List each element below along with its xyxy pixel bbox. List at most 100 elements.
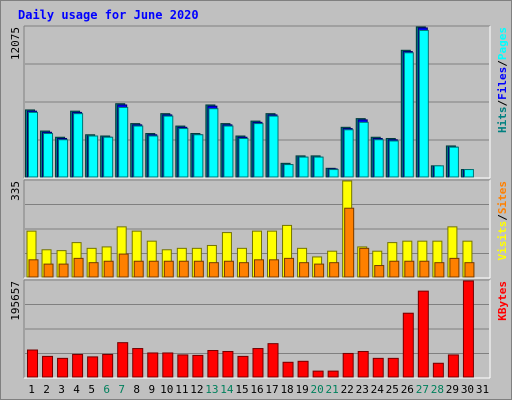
bar-sites-day-28 bbox=[434, 262, 445, 278]
x-tick-label-day-23: 23 bbox=[356, 383, 369, 396]
bar-kbytes-day-15 bbox=[237, 355, 249, 378]
bar-pages-day-22 bbox=[343, 129, 354, 178]
bar-kbytes-day-12 bbox=[192, 354, 204, 378]
bar-pages-day-27 bbox=[418, 29, 429, 178]
x-tick-label-day-13: 13 bbox=[205, 383, 218, 396]
bar-kbytes-day-1 bbox=[27, 349, 38, 378]
legend-visits-sites: Visits/Sites bbox=[496, 181, 509, 261]
bar-pages-day-1 bbox=[28, 111, 38, 178]
legend-entry: Sites bbox=[496, 181, 509, 214]
legend-entry: Hits bbox=[496, 107, 509, 134]
x-tick-label-day-22: 22 bbox=[341, 383, 354, 396]
y-max-label: 195657 bbox=[9, 281, 22, 321]
bar-kbytes-day-22 bbox=[342, 352, 354, 378]
bar-sites-day-20 bbox=[314, 263, 325, 278]
bar-sites-day-15 bbox=[238, 262, 249, 278]
x-tick-label-day-8: 8 bbox=[133, 383, 140, 396]
bar-sites-day-13 bbox=[208, 262, 219, 278]
x-tick-label-day-7: 7 bbox=[118, 383, 125, 396]
legend-entry: Pages bbox=[496, 27, 509, 60]
bar-pages-day-8 bbox=[133, 125, 144, 178]
bar-pages-day-19 bbox=[298, 156, 309, 178]
bar-sites-day-26 bbox=[404, 260, 415, 278]
x-tick-label-day-11: 11 bbox=[175, 383, 188, 396]
bar-pages-day-21 bbox=[328, 169, 339, 178]
bar-pages-day-26 bbox=[403, 52, 414, 178]
bar-sites-day-8 bbox=[133, 260, 144, 278]
chart-title: Daily usage for June 2020 bbox=[18, 8, 199, 22]
bar-sites-day-10 bbox=[163, 260, 174, 278]
x-tick-label-day-20: 20 bbox=[311, 383, 324, 396]
legend-entry: KBytes bbox=[496, 281, 509, 321]
bar-sites-day-30 bbox=[464, 262, 475, 278]
bar-kbytes-day-14 bbox=[222, 350, 234, 378]
x-tick-label-day-5: 5 bbox=[88, 383, 95, 396]
x-tick-label-day-30: 30 bbox=[461, 383, 474, 396]
bar-sites-day-14 bbox=[223, 260, 234, 278]
bar-sites-day-1 bbox=[28, 259, 39, 278]
bar-pages-day-17 bbox=[268, 115, 279, 178]
bar-kbytes-day-10 bbox=[162, 352, 174, 378]
bar-sites-day-6 bbox=[103, 260, 114, 278]
bar-sites-day-12 bbox=[193, 260, 204, 278]
bar-pages-day-12 bbox=[193, 134, 204, 178]
bar-pages-day-7 bbox=[118, 106, 129, 178]
bar-pages-day-25 bbox=[388, 140, 399, 178]
bar-kbytes-day-28 bbox=[432, 362, 444, 378]
bar-kbytes-day-5 bbox=[87, 356, 99, 378]
x-tick-label-day-12: 12 bbox=[190, 383, 203, 396]
bar-kbytes-day-7 bbox=[117, 342, 129, 378]
x-tick-label-day-24: 24 bbox=[371, 383, 385, 396]
x-tick-label-day-16: 16 bbox=[250, 383, 263, 396]
x-tick-label-day-31: 31 bbox=[476, 383, 489, 396]
x-tick-label-day-25: 25 bbox=[386, 383, 399, 396]
legend-hits-files: Hits/Files/Pages bbox=[496, 27, 509, 133]
bar-sites-day-11 bbox=[178, 260, 189, 278]
bar-pages-day-10 bbox=[163, 115, 174, 178]
bar-pages-day-3 bbox=[58, 139, 69, 178]
bar-kbytes-day-9 bbox=[147, 352, 159, 378]
bar-kbytes-day-26 bbox=[402, 312, 414, 378]
y-max-label: 12075 bbox=[9, 27, 22, 60]
bar-kbytes-day-30 bbox=[462, 280, 474, 378]
bar-pages-day-23 bbox=[358, 121, 369, 178]
x-tick-label-day-1: 1 bbox=[28, 383, 35, 396]
bar-kbytes-day-27 bbox=[417, 290, 429, 378]
bar-kbytes-day-11 bbox=[177, 354, 189, 378]
x-tick-label-day-4: 4 bbox=[73, 383, 80, 396]
bar-kbytes-day-21 bbox=[327, 370, 339, 378]
bar-kbytes-day-20 bbox=[312, 370, 324, 378]
bar-kbytes-day-4 bbox=[72, 353, 84, 378]
bar-kbytes-day-25 bbox=[387, 357, 399, 378]
x-tick-label-day-18: 18 bbox=[280, 383, 293, 396]
x-tick-label-day-29: 29 bbox=[446, 383, 459, 396]
bar-pages-day-18 bbox=[283, 164, 294, 178]
bar-sites-day-2 bbox=[43, 263, 54, 278]
bar-kbytes-day-2 bbox=[42, 355, 54, 378]
bar-pages-day-29 bbox=[448, 146, 459, 178]
bar-kbytes-day-18 bbox=[282, 361, 294, 378]
x-tick-label-day-17: 17 bbox=[265, 383, 278, 396]
bar-kbytes-day-13 bbox=[207, 350, 219, 378]
legend-entry: / bbox=[496, 100, 509, 107]
bar-sites-day-17 bbox=[269, 259, 280, 278]
bar-sites-day-25 bbox=[389, 260, 400, 278]
bar-pages-day-24 bbox=[373, 139, 384, 178]
bar-sites-day-5 bbox=[88, 262, 99, 278]
bar-kbytes-day-16 bbox=[252, 348, 264, 378]
x-tick-label-day-15: 15 bbox=[235, 383, 248, 396]
legend-entry: / bbox=[496, 60, 509, 67]
bar-sites-day-3 bbox=[58, 263, 69, 278]
bar-kbytes-day-24 bbox=[372, 357, 384, 378]
bar-sites-day-19 bbox=[299, 262, 310, 278]
x-tick-label-day-6: 6 bbox=[103, 383, 110, 396]
bar-sites-day-27 bbox=[419, 260, 430, 278]
x-tick-label-day-3: 3 bbox=[58, 383, 65, 396]
bar-pages-day-16 bbox=[253, 123, 264, 178]
bar-pages-day-2 bbox=[43, 133, 54, 178]
bar-kbytes-day-8 bbox=[132, 348, 144, 378]
bar-kbytes-day-29 bbox=[447, 354, 459, 378]
y-max-label: 335 bbox=[9, 181, 22, 201]
x-tick-label-day-9: 9 bbox=[148, 383, 155, 396]
